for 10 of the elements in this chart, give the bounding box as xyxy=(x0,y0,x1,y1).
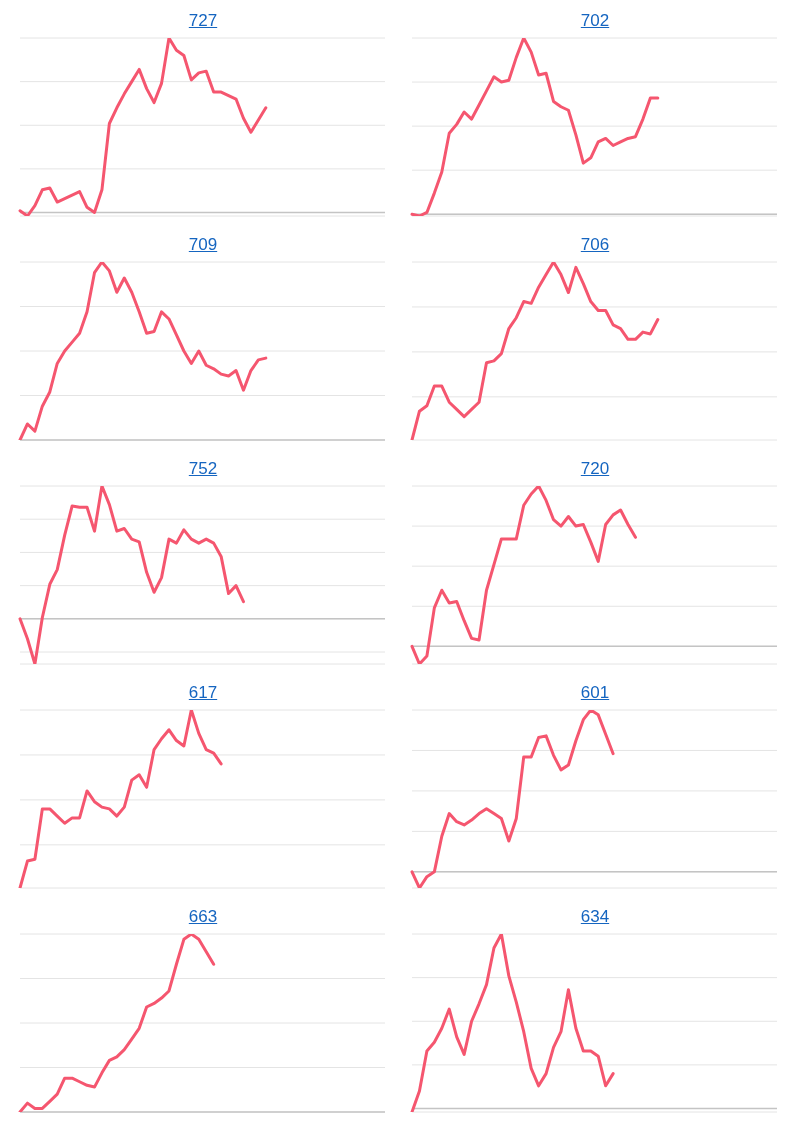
chart-title: 601 xyxy=(579,682,611,704)
chart-title: 702 xyxy=(579,10,611,32)
chart-title: 709 xyxy=(187,234,219,256)
chart-title: 617 xyxy=(187,682,219,704)
chart-title: 706 xyxy=(579,234,611,256)
chart-title: 752 xyxy=(187,458,219,480)
chart-title: 720 xyxy=(579,458,611,480)
chart-title: 727 xyxy=(187,10,219,32)
chart-title: 663 xyxy=(187,906,219,928)
chart-title: 634 xyxy=(579,906,611,928)
